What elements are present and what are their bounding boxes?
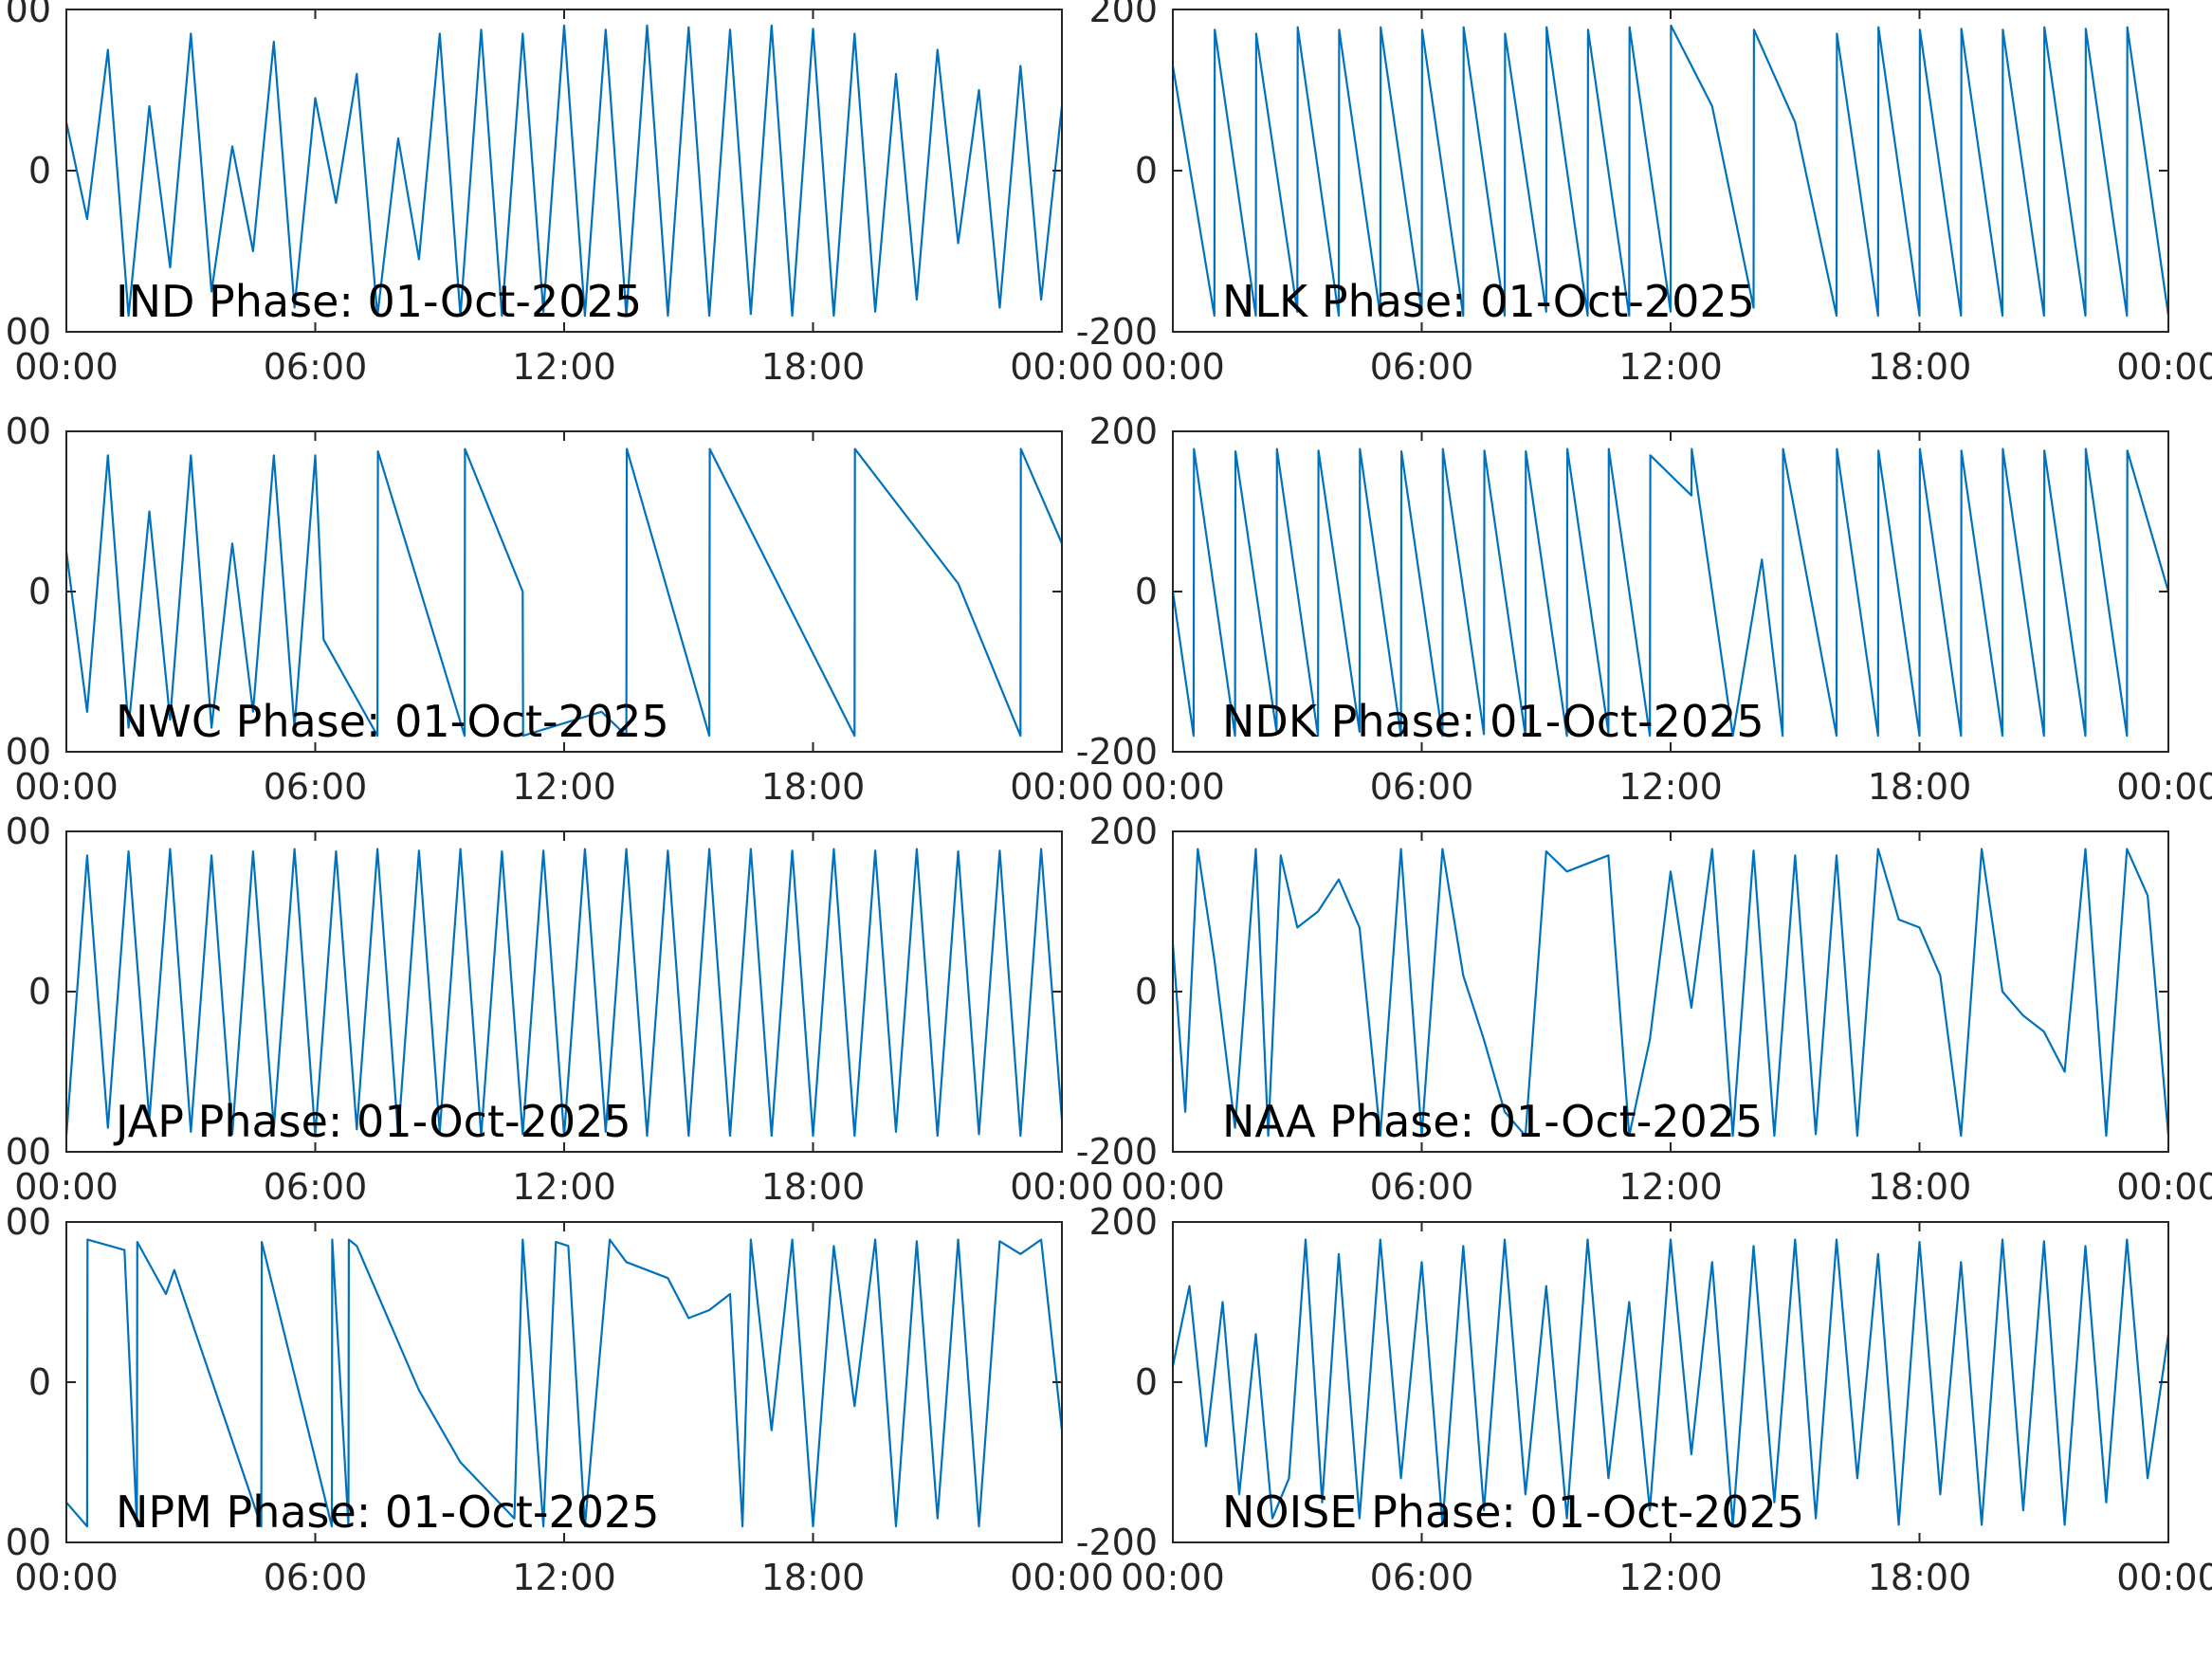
panel-title: IND Phase: 01-Oct-2025	[116, 276, 642, 327]
y-tick-label: -200	[1076, 311, 1158, 353]
y-tick-label: 00	[6, 811, 51, 852]
x-tick-label: 00:00	[14, 346, 119, 388]
x-tick-label: 00:00	[2116, 346, 2212, 388]
x-tick-label: 06:00	[264, 1557, 368, 1598]
y-tick-label: 0	[1135, 150, 1158, 191]
x-tick-label: 06:00	[1370, 766, 1474, 808]
panel-4: 00:00 06:00 12:00 18:00 00:00 200 0 -200 NDK Pha…	[1076, 410, 2212, 808]
x-tick-label: 00:00	[1010, 766, 1114, 808]
y-tick-label: 0	[28, 971, 51, 1012]
x-tick-label: 00:00	[2116, 1166, 2212, 1208]
y-tick-label: 00	[6, 311, 51, 353]
x-tick-label: 06:00	[264, 346, 368, 388]
y-tick-label: 00	[6, 0, 51, 30]
x-tick-label: 06:00	[1370, 346, 1474, 388]
x-tick-label: 12:00	[512, 1557, 616, 1598]
x-tick-label: 06:00	[264, 1166, 368, 1208]
x-tick-label: 12:00	[512, 766, 616, 808]
y-tick-label: 0	[1135, 971, 1158, 1012]
panel-title: NOISE Phase: 01-Oct-2025	[1222, 1486, 1804, 1538]
panel-title: NPM Phase: 01-Oct-2025	[116, 1486, 660, 1538]
x-tick-label: 18:00	[761, 766, 866, 808]
series-line-1	[66, 1238, 1062, 1528]
panel-2: 00:00 06:00 12:00 18:00 00:00 200 0 -200 NLK Pha…	[1076, 0, 2212, 388]
panel-title: JAP Phase: 01-Oct-2025	[113, 1096, 631, 1147]
y-tick-label: -200	[1076, 1522, 1158, 1563]
x-tick-label: 00:00	[1010, 1557, 1114, 1598]
panel-title: NDK Phase: 01-Oct-2025	[1222, 696, 1764, 747]
x-tick-label: 00:00	[14, 1166, 119, 1208]
series-line-1	[1173, 1238, 2168, 1526]
panel-6: 00:00 06:00 12:00 18:00 00:00 200 0 -200 NAA Pha…	[1076, 811, 2212, 1208]
panel-title: NLK Phase: 01-Oct-2025	[1222, 276, 1755, 327]
x-tick-label: 12:00	[1618, 766, 1723, 808]
x-tick-label: 18:00	[761, 1557, 866, 1598]
y-tick-label: 00	[6, 1131, 51, 1173]
x-tick-label: 06:00	[1370, 1166, 1474, 1208]
y-tick-label: 00	[6, 1522, 51, 1563]
x-tick-label: 06:00	[264, 766, 368, 808]
panel-title: NAA Phase: 01-Oct-2025	[1222, 1096, 1763, 1147]
x-tick-label: 00:00	[1010, 346, 1114, 388]
x-tick-label: 18:00	[1868, 1166, 1972, 1208]
series-line-1	[66, 447, 1062, 738]
y-tick-label: 200	[1088, 0, 1158, 30]
series-line-1	[66, 848, 1062, 1138]
y-tick-label: 0	[1135, 571, 1158, 612]
x-tick-label: 18:00	[761, 1166, 866, 1208]
y-tick-label: 200	[1088, 811, 1158, 852]
y-tick-label: -200	[1076, 731, 1158, 773]
y-tick-label: 200	[1088, 410, 1158, 452]
x-tick-label: 00:00	[1121, 1166, 1225, 1208]
y-tick-label: 00	[6, 1201, 51, 1243]
x-tick-label: 12:00	[512, 1166, 616, 1208]
y-tick-label: 0	[1135, 1361, 1158, 1403]
x-tick-label: 06:00	[1370, 1557, 1474, 1598]
panel-8: 00:00 06:00 12:00 18:00 00:00 200 0 -200 NOISE P…	[1076, 1201, 2212, 1598]
x-tick-label: 18:00	[1868, 1557, 1972, 1598]
x-tick-label: 18:00	[761, 346, 866, 388]
y-tick-label: 200	[1088, 1201, 1158, 1243]
x-tick-label: 18:00	[1868, 346, 1972, 388]
y-tick-label: 0	[28, 1361, 51, 1403]
y-tick-label: 00	[6, 731, 51, 773]
series-line-1	[1173, 447, 2168, 738]
x-tick-label: 00:00	[1121, 766, 1225, 808]
x-tick-label: 12:00	[512, 346, 616, 388]
x-tick-label: 00:00	[14, 766, 119, 808]
y-tick-label: -200	[1076, 1131, 1158, 1173]
x-tick-label: 12:00	[1618, 346, 1723, 388]
x-tick-label: 12:00	[1618, 1557, 1723, 1598]
x-tick-label: 00:00	[2116, 766, 2212, 808]
y-tick-label: 0	[28, 571, 51, 612]
x-tick-label: 00:00	[2116, 1557, 2212, 1598]
series-line-1	[1173, 848, 2168, 1138]
x-tick-label: 00:00	[1121, 346, 1225, 388]
x-tick-label: 00:00	[1121, 1557, 1225, 1598]
series-line-1	[1173, 24, 2168, 318]
x-tick-label: 12:00	[1618, 1166, 1723, 1208]
y-tick-label: 00	[6, 410, 51, 452]
x-tick-label: 00:00	[14, 1557, 119, 1598]
x-tick-label: 18:00	[1868, 766, 1972, 808]
series-line-1	[66, 24, 1062, 318]
y-tick-label: 0	[28, 150, 51, 191]
panel-title: NWC Phase: 01-Oct-2025	[116, 696, 669, 747]
x-tick-label: 00:00	[1010, 1166, 1114, 1208]
